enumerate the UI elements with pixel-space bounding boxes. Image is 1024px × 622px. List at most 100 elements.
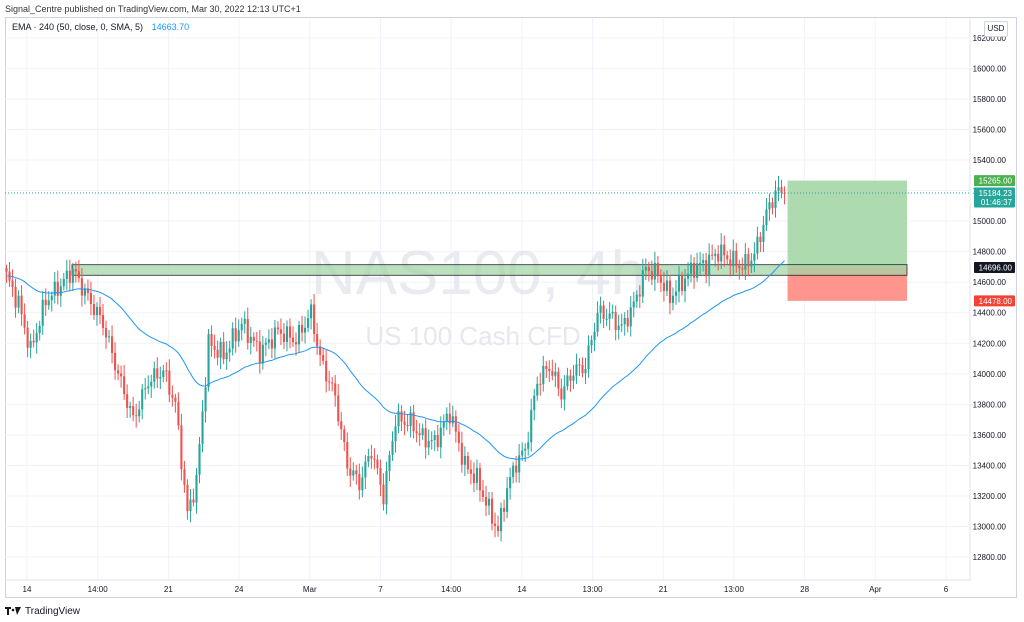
y-tick-label: 14200.00 — [973, 339, 1007, 348]
candle — [650, 260, 653, 286]
y-tick-label: 14800.00 — [973, 248, 1007, 257]
ema-legend[interactable]: EMA · 240 (50, close, 0, SMA, 5) 14663.7… — [12, 22, 189, 32]
candle — [593, 322, 596, 352]
support-zone — [71, 264, 908, 276]
candle-body — [150, 381, 153, 387]
candle-body — [762, 224, 765, 242]
candle-body — [593, 331, 596, 340]
candle — [659, 269, 662, 293]
candle-body — [337, 395, 340, 422]
candle-body — [756, 236, 759, 254]
candle — [228, 340, 231, 362]
candle — [313, 294, 316, 343]
candle-body — [466, 456, 469, 470]
x-tick-label: 21 — [659, 585, 668, 594]
y-tick-label: 13600.00 — [973, 431, 1007, 440]
candle — [388, 450, 391, 481]
candle — [71, 262, 74, 292]
candle-body — [322, 355, 325, 361]
candle — [677, 266, 681, 303]
candle-body — [578, 364, 581, 366]
candle — [213, 334, 216, 359]
candle-body — [611, 312, 614, 314]
candle-body — [294, 342, 298, 345]
y-tick-label: 14400.00 — [973, 309, 1007, 318]
x-tick-label: 21 — [164, 585, 173, 594]
candle — [638, 285, 641, 309]
candle — [35, 322, 38, 354]
candle-body — [711, 254, 714, 256]
candle-body — [614, 312, 617, 330]
x-tick-label: 13:00 — [724, 585, 745, 594]
candle-body — [297, 324, 301, 345]
candle — [379, 459, 382, 497]
candle-body — [207, 334, 210, 388]
candle — [418, 423, 421, 446]
candle — [258, 329, 261, 374]
candle-body — [738, 265, 741, 269]
candle-body — [370, 455, 373, 459]
candle-body — [80, 278, 83, 296]
candle — [132, 396, 135, 422]
candle — [527, 431, 530, 456]
position-zones — [71, 180, 908, 301]
candle-body — [542, 366, 545, 385]
candle — [539, 372, 542, 396]
candle — [192, 488, 195, 507]
candle — [303, 316, 307, 344]
candle-body — [777, 187, 780, 191]
candle-body — [138, 409, 141, 417]
candle-body — [237, 330, 240, 342]
candle-body — [705, 260, 708, 276]
candle-body — [343, 429, 346, 443]
candle-body — [195, 474, 198, 503]
candle — [95, 302, 99, 326]
candle — [83, 283, 86, 305]
candle — [563, 375, 566, 411]
candle-body — [686, 273, 690, 279]
candle-body — [104, 328, 108, 338]
candle-body — [563, 386, 566, 400]
candle — [581, 357, 584, 378]
candle — [41, 291, 44, 335]
candle — [80, 268, 83, 307]
candle-body — [780, 187, 783, 193]
candle-body — [602, 305, 605, 319]
candle — [409, 406, 412, 438]
x-tick-label: 7 — [378, 585, 383, 594]
candle — [451, 405, 454, 428]
candle-body — [303, 327, 307, 333]
candle — [623, 312, 626, 336]
candle-body — [267, 339, 270, 343]
candle — [406, 414, 409, 432]
candle — [288, 318, 292, 349]
candle — [222, 332, 225, 365]
candle-body — [539, 383, 542, 385]
candle-body — [92, 304, 96, 316]
candle — [696, 252, 699, 282]
candle-body — [457, 431, 460, 443]
candle — [364, 454, 367, 489]
candle — [346, 432, 349, 476]
candle-body — [38, 325, 41, 334]
candle — [599, 296, 602, 324]
candle — [530, 398, 533, 452]
last-price-tag-text: 15184.23 — [979, 189, 1013, 198]
candle — [596, 301, 599, 337]
candle — [717, 245, 720, 271]
candle-body — [255, 340, 258, 342]
candle-body — [355, 470, 358, 475]
candle — [732, 239, 735, 276]
currency-button[interactable]: USD — [984, 21, 1008, 37]
candle-body — [20, 295, 23, 315]
candle-body — [162, 370, 165, 378]
candle-body — [249, 336, 252, 344]
candle — [246, 307, 249, 350]
x-tick-label: 14:00 — [441, 585, 462, 594]
candle — [334, 375, 337, 407]
candle — [747, 247, 750, 277]
candle-body — [608, 313, 611, 319]
candle — [65, 259, 68, 290]
